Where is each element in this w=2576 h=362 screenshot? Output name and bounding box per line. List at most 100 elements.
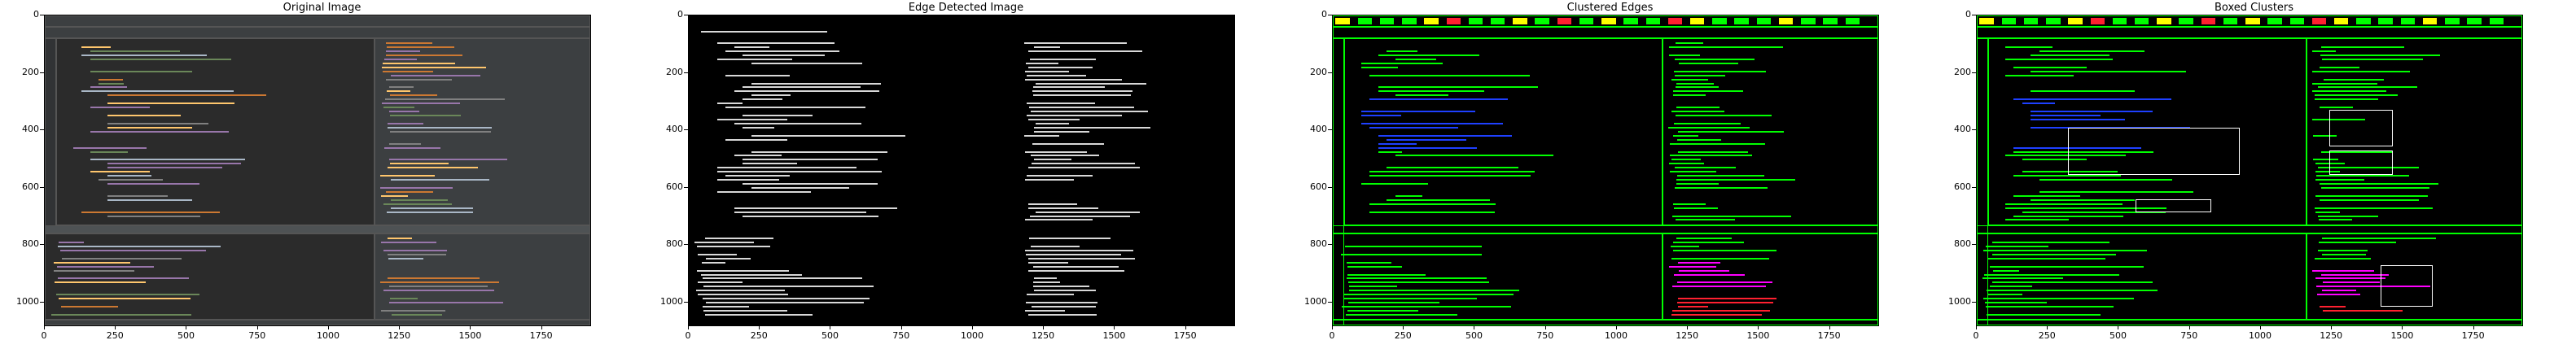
editor-text-line bbox=[2013, 175, 2122, 177]
explorer-text-line bbox=[1677, 175, 1765, 177]
test-text-line bbox=[2321, 238, 2436, 240]
x-tick bbox=[1114, 325, 1115, 329]
y-tick bbox=[1328, 72, 1332, 73]
editor-text-line bbox=[734, 207, 897, 209]
image-axes bbox=[44, 15, 591, 326]
output-text-line bbox=[1987, 313, 2101, 316]
explorer-text-line bbox=[1025, 62, 1058, 64]
explorer-text-line bbox=[1027, 207, 1098, 209]
editor-text-line bbox=[107, 194, 168, 197]
explorer-text-line bbox=[1028, 119, 1080, 120]
menu-cluster bbox=[2267, 17, 2282, 24]
explorer-text-line bbox=[1030, 58, 1097, 60]
output-pane bbox=[45, 233, 375, 320]
explorer-text-line bbox=[1674, 122, 1741, 124]
y-tick-label: 600 bbox=[1310, 181, 1327, 192]
output-text-line bbox=[1347, 281, 1490, 284]
x-tick-label: 750 bbox=[2180, 330, 2198, 341]
output-text-line bbox=[1992, 281, 2153, 284]
editor-text-line bbox=[81, 54, 207, 56]
explorer-text-line bbox=[1676, 138, 1722, 141]
y-tick bbox=[1328, 301, 1332, 303]
explorer-text-line bbox=[2312, 50, 2337, 53]
x-tick bbox=[399, 325, 401, 329]
editor-text-line bbox=[1395, 94, 1448, 97]
test-text-line bbox=[390, 298, 418, 300]
menu-cluster bbox=[2356, 17, 2371, 24]
test-text-line bbox=[1029, 238, 1111, 240]
toolbar-pane-border bbox=[1333, 27, 1878, 39]
menu-cluster bbox=[2068, 17, 2083, 24]
output-text-line bbox=[702, 298, 870, 300]
editor-text-line bbox=[1369, 126, 1458, 129]
explorer-text-line bbox=[1673, 90, 1743, 93]
explorer-text-line bbox=[1025, 219, 1093, 221]
x-tick bbox=[1976, 325, 1977, 329]
editor-text-line bbox=[751, 62, 862, 64]
output-text-line bbox=[696, 245, 770, 247]
menu-cluster bbox=[2445, 17, 2460, 24]
editor-text-line bbox=[72, 146, 147, 149]
output-text-line bbox=[705, 238, 773, 240]
test-text-line bbox=[2314, 257, 2371, 260]
output-text-line bbox=[698, 281, 743, 284]
editor-text-line bbox=[1369, 74, 1530, 76]
cluster-bounding-box bbox=[2136, 198, 2212, 212]
menu-cluster bbox=[1491, 17, 1505, 24]
output-text-line bbox=[1347, 309, 1419, 312]
x-tick-label: 500 bbox=[2109, 330, 2127, 341]
output-text-line bbox=[1347, 273, 1426, 276]
test-text-line bbox=[1032, 281, 1060, 284]
x-tick bbox=[2259, 325, 2261, 329]
image-axes bbox=[1976, 15, 2523, 326]
explorer-text-line bbox=[2315, 194, 2428, 197]
x-tick bbox=[44, 325, 45, 329]
test-text-line bbox=[1671, 313, 1762, 316]
y-tick-label: 1000 bbox=[1304, 295, 1327, 307]
explorer-text-line bbox=[1024, 70, 1069, 72]
explorer-text-line bbox=[1679, 62, 1739, 64]
panel-title: Boxed Clusters bbox=[2214, 2, 2294, 14]
editor-text-line bbox=[743, 163, 798, 165]
split-pane bbox=[45, 225, 590, 234]
menu-cluster bbox=[2201, 17, 2216, 24]
menu-cluster bbox=[1357, 17, 1373, 24]
editor-text-line bbox=[1360, 66, 1398, 68]
x-tick bbox=[900, 325, 902, 329]
x-tick-label: 1000 bbox=[316, 330, 340, 341]
editor-text-line bbox=[107, 115, 181, 117]
output-text-line bbox=[1347, 277, 1487, 280]
explorer-text-line bbox=[2315, 211, 2340, 213]
test-text-line bbox=[383, 249, 447, 251]
explorer-text-line bbox=[389, 111, 419, 113]
menu-cluster bbox=[1557, 17, 1572, 24]
output-text-line bbox=[60, 249, 206, 251]
x-tick bbox=[470, 325, 471, 329]
output-pane-border bbox=[1333, 233, 1663, 320]
editor-text-line bbox=[743, 54, 826, 56]
output-text-line bbox=[1343, 298, 1478, 300]
menu-cluster bbox=[2179, 17, 2193, 24]
x-tick bbox=[1829, 325, 1830, 329]
x-tick-label: 500 bbox=[1465, 330, 1483, 341]
explorer-text-line bbox=[1033, 46, 1061, 49]
menu-cluster bbox=[1778, 17, 1794, 24]
panel-title: Clustered Edges bbox=[1566, 2, 1654, 14]
explorer-text-line bbox=[379, 186, 453, 189]
x-tick bbox=[971, 325, 973, 329]
menu-pane-border bbox=[1333, 15, 1878, 28]
explorer-text-line bbox=[2314, 94, 2398, 97]
explorer-text-line bbox=[1673, 207, 1718, 209]
test-text-line bbox=[1678, 306, 1709, 307]
x-tick bbox=[1615, 325, 1617, 329]
test-text-line bbox=[2319, 306, 2346, 307]
editor-text-line bbox=[716, 42, 835, 45]
test-text-line bbox=[388, 286, 488, 288]
editor-text-line bbox=[743, 86, 861, 89]
menu-cluster bbox=[1402, 17, 1417, 24]
explorer-text-line bbox=[1028, 66, 1093, 68]
menu-cluster bbox=[1689, 17, 1705, 24]
editor-text-line bbox=[1387, 198, 1491, 201]
x-tick bbox=[759, 325, 760, 329]
x-tick bbox=[1687, 325, 1689, 329]
